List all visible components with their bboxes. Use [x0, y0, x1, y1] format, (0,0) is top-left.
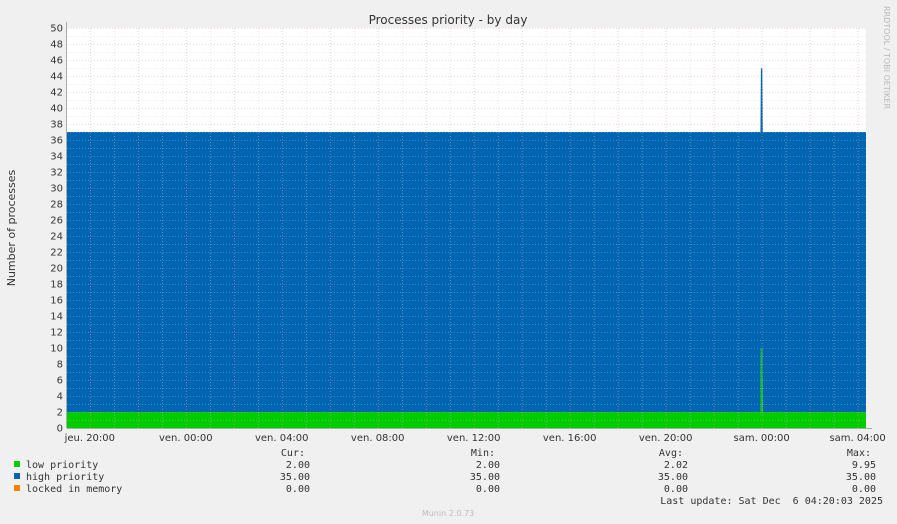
x-tick-label: ven. 08:00 — [351, 433, 405, 444]
y-tick-label: 8 — [57, 360, 63, 371]
x-tick-label: ven. 20:00 — [639, 433, 693, 444]
legend-header: Min: — [471, 448, 495, 459]
y-tick-label: 50 — [50, 24, 63, 35]
y-tick-label: 48 — [50, 40, 63, 51]
legend-value-max: 9.95 — [852, 460, 876, 471]
y-tick-label: 44 — [50, 72, 63, 83]
legend-header: Cur: — [281, 448, 305, 459]
munin-version-footer: Munin 2.0.73 — [422, 509, 474, 518]
legend-label: high priority — [26, 472, 104, 483]
y-tick-label: 38 — [50, 120, 63, 131]
x-tick-label: ven. 16:00 — [543, 433, 597, 444]
legend-value-cur: 2.00 — [286, 460, 310, 471]
legend-value-min: 0.00 — [476, 484, 500, 495]
y-tick-label: 30 — [50, 184, 63, 195]
y-tick-label: 20 — [50, 264, 63, 275]
y-tick-label: 16 — [50, 296, 63, 307]
y-tick-label: 10 — [50, 344, 63, 355]
legend-header: Max: — [847, 448, 871, 459]
legend-swatch — [14, 473, 20, 479]
y-tick-label: 32 — [50, 168, 63, 179]
y-tick-label: 46 — [50, 56, 63, 67]
y-tick-label: 42 — [50, 88, 63, 99]
legend-value-max: 35.00 — [846, 472, 876, 483]
x-tick-label: ven. 12:00 — [447, 433, 501, 444]
legend-value-min: 35.00 — [470, 472, 500, 483]
series-area-low-priority — [67, 348, 866, 428]
y-tick-label: 28 — [50, 200, 63, 211]
rrdtool-watermark: RRDTOOL / TOBI OETIKER — [882, 6, 891, 109]
legend-value-avg: 2.02 — [664, 460, 688, 471]
y-tick-label: 14 — [50, 312, 63, 323]
y-tick-label: 40 — [50, 104, 63, 115]
y-axis-label: Number of processes — [5, 169, 18, 286]
legend-value-avg: 35.00 — [658, 472, 688, 483]
y-tick-label: 36 — [50, 136, 63, 147]
legend-value-min: 2.00 — [476, 460, 500, 471]
y-tick-label: 6 — [57, 376, 63, 387]
x-tick-label: ven. 04:00 — [255, 433, 309, 444]
y-tick-label: 26 — [50, 216, 63, 227]
y-tick-label: 34 — [50, 152, 63, 163]
legend-label: locked in memory — [26, 484, 122, 495]
y-tick-label: 18 — [50, 280, 63, 291]
chart-title: Processes priority - by day — [369, 13, 528, 27]
legend-label: low priority — [26, 460, 98, 471]
legend-value-avg: 0.00 — [664, 484, 688, 495]
y-tick-label: 2 — [57, 408, 63, 419]
legend-value-cur: 35.00 — [280, 472, 310, 483]
x-tick-label: sam. 04:00 — [829, 433, 885, 444]
y-tick-label: 22 — [50, 248, 63, 259]
y-tick-label: 4 — [57, 392, 63, 403]
y-tick-label: 0 — [57, 424, 63, 435]
legend-value-max: 0.00 — [852, 484, 876, 495]
y-tick-label: 12 — [50, 328, 63, 339]
last-update: Last update: Sat Dec 6 04:20:03 2025 — [660, 496, 883, 507]
x-tick-label: jeu. 20:00 — [64, 433, 115, 444]
legend-value-cur: 0.00 — [286, 484, 310, 495]
y-tick-label: 24 — [50, 232, 63, 243]
legend-swatch — [14, 485, 20, 491]
x-tick-label: ven. 00:00 — [159, 433, 213, 444]
legend-header: Avg: — [659, 448, 683, 459]
legend-swatch — [14, 461, 20, 467]
x-tick-label: sam. 00:00 — [733, 433, 789, 444]
